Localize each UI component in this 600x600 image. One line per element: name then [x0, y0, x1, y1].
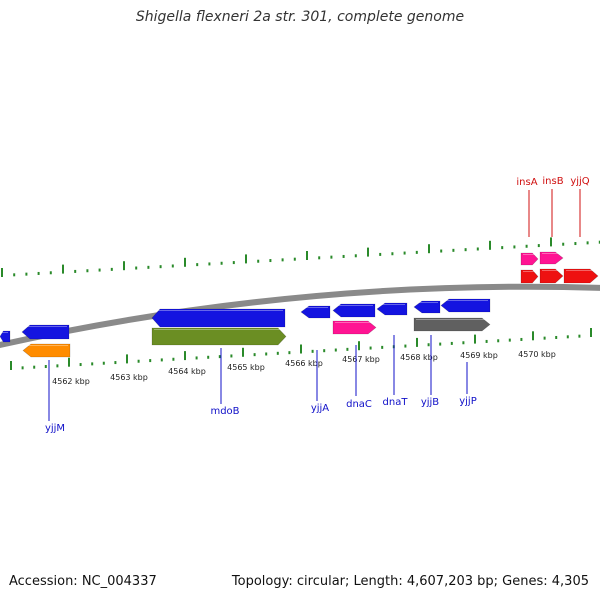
scale-label: 4568 kbp — [400, 353, 438, 362]
gene-feature-2[interactable] — [22, 343, 71, 358]
gene-label-dnaC[interactable]: dnaC — [346, 399, 372, 410]
gene-label-yjjP[interactable]: yjjP — [459, 396, 477, 407]
gene-feature-1[interactable] — [21, 324, 70, 340]
feature-track[interactable] — [0, 251, 599, 358]
gene-feature-0[interactable] — [0, 330, 11, 343]
scale-label: 4566 kbp — [285, 359, 323, 368]
scale-label: 4562 kbp — [52, 377, 90, 386]
gene-feature-8[interactable] — [376, 302, 408, 316]
gene-feature-4[interactable] — [151, 327, 287, 346]
gene-label-insA[interactable]: insA — [516, 177, 537, 188]
scale-label: 4563 kbp — [110, 373, 148, 382]
gene-label-yjjQ[interactable]: yjjQ — [570, 176, 589, 187]
map-title: Shigella flexneri 2a str. 301, complete … — [135, 9, 465, 25]
gene-feature-9[interactable] — [413, 300, 441, 314]
gene-feature-10[interactable] — [440, 298, 491, 313]
gene-feature-12[interactable] — [520, 252, 539, 266]
gene-feature-7[interactable] — [332, 320, 377, 335]
gene-feature-5[interactable] — [300, 305, 331, 319]
outer-tick-ring — [1, 237, 600, 277]
inner-tick-ring — [10, 328, 592, 370]
gene-feature-13[interactable] — [539, 251, 564, 265]
gene-label-insB[interactable]: insB — [542, 176, 563, 187]
gene-label-yjjM[interactable]: yjjM — [45, 423, 65, 434]
scale-label: 4570 kbp — [518, 350, 556, 359]
gene-label-mdoB[interactable]: mdoB — [210, 406, 239, 417]
scale-label: 4564 kbp — [168, 367, 206, 376]
topology-text: Topology: circular; Length: 4,607,203 bp… — [231, 574, 589, 589]
gene-label-leaders — [48, 189, 581, 421]
scale-label: 4565 kbp — [227, 363, 265, 372]
gene-feature-11[interactable] — [413, 317, 491, 332]
gene-label-yjjA[interactable]: yjjA — [311, 403, 329, 414]
gene-labels[interactable]: yjjM mdoB yjjA dnaC dnaT yjjB yjjP insA insB yjjQ — [45, 176, 590, 434]
gene-feature-16[interactable] — [563, 268, 599, 284]
scale-labels: 4562 kbp 4563 kbp 4564 kbp 4565 kbp 4566 kbp… — [52, 350, 556, 386]
accession-text: Accession: NC_004337 — [9, 574, 157, 589]
scale-label: 4569 kbp — [460, 351, 498, 360]
gene-feature-15[interactable] — [539, 268, 564, 284]
gene-label-dnaT[interactable]: dnaT — [383, 397, 409, 408]
gene-feature-6[interactable] — [332, 303, 376, 318]
gene-label-yjjB[interactable]: yjjB — [421, 397, 439, 408]
genome-backbone — [0, 283, 600, 348]
gene-feature-3[interactable] — [151, 308, 286, 328]
gene-feature-14[interactable] — [520, 269, 539, 284]
scale-label: 4567 kbp — [342, 355, 380, 364]
